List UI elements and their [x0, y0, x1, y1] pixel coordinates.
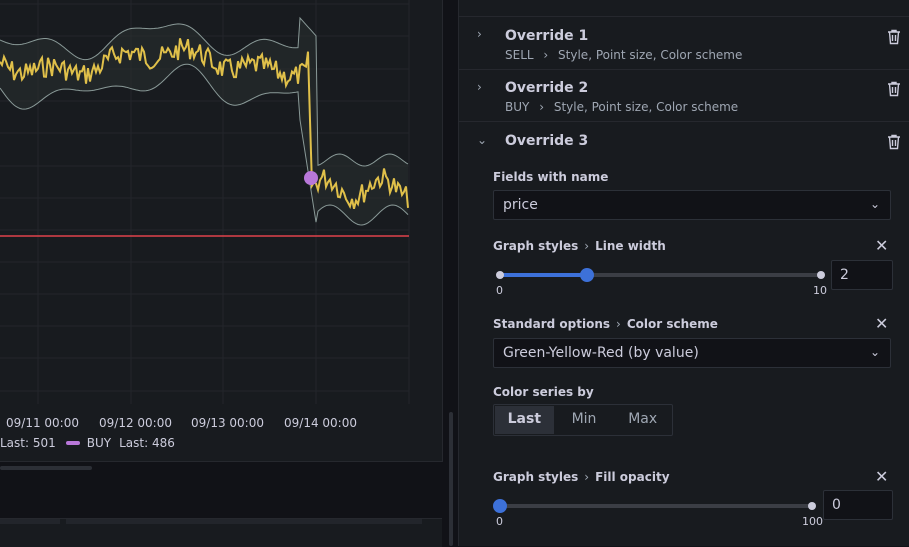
chevron-down-icon: ⌄ [869, 345, 880, 359]
override-header-spacer [459, 0, 909, 17]
chevron-down-icon: ⌄ [869, 197, 880, 211]
bottom-panel-strip [0, 518, 442, 547]
line-width-slider-handle[interactable] [580, 268, 595, 282]
separator-icon: › [584, 470, 590, 484]
vertical-scrollbar[interactable] [449, 412, 453, 546]
x-tick-label: 09/12 00:00 [99, 416, 172, 430]
separator-icon: › [584, 239, 590, 253]
matcher-label: Fields with name [493, 170, 609, 184]
chevron-down-icon[interactable]: ⌄ [477, 133, 488, 147]
dashboard-area: 09/11 00:00 09/12 00:00 09/13 00:00 09/1… [0, 0, 453, 547]
color-scheme-label: Standard options › Color scheme [493, 317, 718, 331]
override-row-2[interactable]: › Override 2 BUY › Style, Point size, Co… [459, 70, 909, 122]
band-lower-line [0, 63, 409, 226]
property-name: Line width [595, 239, 666, 253]
slider-max-dot [808, 502, 816, 510]
field-name-select[interactable]: price ⌄ [493, 190, 891, 220]
property-group: Graph styles [493, 239, 579, 253]
x-tick-label: 09/13 00:00 [191, 416, 264, 430]
color-series-by-label: Color series by [493, 385, 594, 399]
x-tick-label: 09/14 00:00 [284, 416, 357, 430]
horizontal-scrollbar[interactable] [0, 466, 92, 470]
time-series-chart [0, 0, 410, 404]
fill-opacity-slider-track[interactable] [499, 504, 813, 508]
fill-opacity-slider-handle[interactable] [493, 499, 507, 513]
line-width-slider-track[interactable] [499, 273, 821, 277]
line-width-slider-fill [499, 273, 588, 277]
bottom-tab-segment [0, 519, 60, 524]
trash-icon[interactable] [887, 81, 901, 97]
slider-max-label: 10 [813, 284, 827, 297]
trash-icon[interactable] [887, 29, 901, 45]
override-field: BUY [505, 100, 530, 114]
trash-icon[interactable] [887, 134, 901, 150]
chart-legend: Last: 501 BUY Last: 486 [0, 436, 175, 450]
radio-option-min[interactable]: Min [571, 411, 597, 427]
close-icon[interactable]: ✕ [875, 236, 889, 255]
buy-marker-point [304, 171, 318, 185]
property-name: Fill opacity [595, 470, 670, 484]
legend-item-buy[interactable]: BUY [86, 436, 112, 450]
time-series-panel: 09/11 00:00 09/12 00:00 09/13 00:00 09/1… [0, 0, 443, 462]
color-scheme-select[interactable]: Green-Yellow-Red (by value) ⌄ [493, 338, 891, 368]
band-fill [0, 18, 408, 225]
radio-option-last[interactable]: Last [495, 406, 554, 434]
color-series-by-radio-group: Last Min Max [493, 404, 673, 436]
slider-min-label: 0 [496, 284, 503, 297]
line-width-label: Graph styles › Line width [493, 239, 666, 253]
separator-icon: › [616, 317, 621, 331]
slider-max-dot [817, 271, 825, 279]
override-summary: BUY › Style, Point size, Color scheme [505, 100, 738, 114]
override-props: Style, Point size, Color scheme [558, 48, 743, 62]
override-title: Override 1 [505, 28, 589, 44]
override-summary: SELL › Style, Point size, Color scheme [505, 48, 742, 62]
chevron-right-icon[interactable]: › [477, 27, 482, 41]
override-title: Override 2 [505, 80, 589, 96]
fill-opacity-label: Graph styles › Fill opacity [493, 470, 670, 484]
separator-icon: › [539, 100, 544, 114]
field-name-value: price [503, 197, 538, 213]
fill-opacity-input[interactable]: 0 [823, 490, 893, 520]
slider-min-label: 0 [496, 515, 503, 528]
close-icon[interactable]: ✕ [875, 467, 889, 486]
property-group: Standard options [493, 317, 611, 331]
override-row-1[interactable]: › Override 1 SELL › Style, Point size, C… [459, 17, 909, 70]
property-name: Color scheme [626, 317, 718, 331]
slider-min-dot [496, 271, 504, 279]
override-title: Override 3 [505, 133, 589, 149]
legend-item-buy-last: Last: 486 [119, 436, 175, 450]
close-icon[interactable]: ✕ [875, 314, 889, 333]
price-series-line [0, 38, 409, 210]
line-width-input[interactable]: 2 [831, 260, 893, 290]
separator-icon: › [543, 48, 549, 62]
legend-swatch-buy [65, 441, 80, 445]
property-group: Graph styles [493, 470, 579, 484]
bottom-tab-segment [66, 519, 422, 524]
color-scheme-value: Green-Yellow-Red (by value) [503, 345, 699, 361]
radio-option-max[interactable]: Max [628, 411, 658, 427]
override-props: Style, Point size, Color scheme [553, 100, 739, 114]
x-tick-label: 09/11 00:00 [6, 416, 79, 430]
band-upper-line [0, 16, 409, 167]
override-field: SELL [505, 48, 534, 62]
overrides-pane: › Override 1 SELL › Style, Point size, C… [458, 0, 909, 546]
slider-max-label: 100 [802, 515, 823, 528]
chevron-right-icon[interactable]: › [477, 80, 482, 94]
legend-item-last[interactable]: Last: 501 [0, 436, 56, 450]
